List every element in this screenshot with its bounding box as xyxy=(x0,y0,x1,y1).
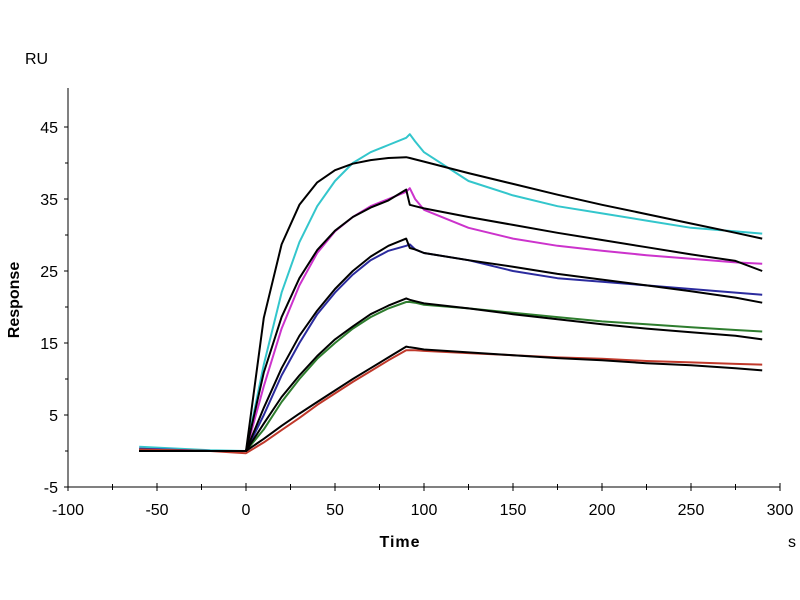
series-line-fit-5 xyxy=(139,345,763,452)
series-line-fit-1 xyxy=(139,156,763,452)
x-tick-label: 0 xyxy=(242,502,251,519)
y-tick-label: -5 xyxy=(44,480,58,497)
x-tick-label: 200 xyxy=(589,502,616,519)
series-line-measured-4 xyxy=(139,301,763,452)
series-layer xyxy=(139,133,763,455)
x-tick-label: 250 xyxy=(678,502,705,519)
series-line-measured-5 xyxy=(139,349,763,455)
x-tick-label: 150 xyxy=(500,502,527,519)
x-axis-title: Time xyxy=(379,534,420,551)
y-axis-title: Response xyxy=(6,262,23,339)
y-tick-label: 35 xyxy=(40,192,58,209)
series-line-fit-3 xyxy=(139,237,763,452)
x-tick-label: 300 xyxy=(767,502,794,519)
series-line-fit-4 xyxy=(139,297,763,452)
series-line-fit-2 xyxy=(139,188,763,452)
axes-layer: -100 -50 0 50 100 150 200 250 300 -5 5 15 25 35 45 xyxy=(40,88,793,519)
y-tick-label: 5 xyxy=(49,408,58,425)
x-tick-label: -100 xyxy=(52,502,84,519)
y-tick-label: 15 xyxy=(40,336,58,353)
x-tick-label: -50 xyxy=(145,502,168,519)
y-unit-label: RU xyxy=(25,51,48,68)
y-tick-label: 45 xyxy=(40,120,58,137)
series-line-measured-2 xyxy=(139,187,763,452)
y-tick-label: 25 xyxy=(40,264,58,281)
x-unit-label: s xyxy=(788,534,796,551)
x-tick-label: 100 xyxy=(411,502,438,519)
series-line-measured-1 xyxy=(139,133,763,452)
x-tick-label: 50 xyxy=(326,502,344,519)
series-line-measured-3 xyxy=(139,243,763,452)
